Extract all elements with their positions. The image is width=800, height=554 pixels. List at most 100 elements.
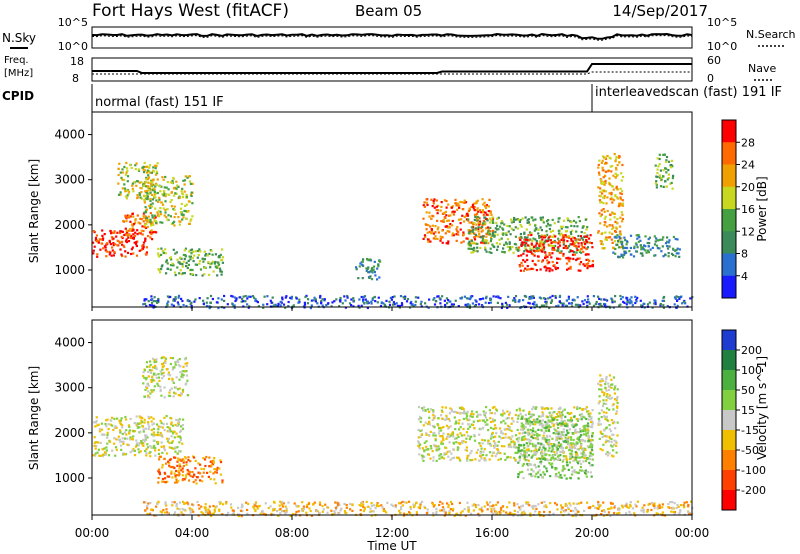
velocity-cell — [616, 397, 619, 400]
velocity-cell — [521, 470, 524, 473]
power-cell — [640, 245, 643, 249]
velocity-cell — [180, 469, 183, 472]
power-cell — [147, 215, 150, 218]
power-cell — [158, 196, 161, 199]
power-cell — [541, 216, 544, 219]
power-cell — [554, 296, 557, 299]
velocity-cell — [534, 430, 537, 433]
velocity-cell — [167, 437, 170, 440]
velocity-cell — [530, 413, 533, 416]
velocity-cell — [287, 501, 290, 504]
power-cell — [285, 295, 288, 298]
velocity-cell — [111, 449, 114, 452]
velocity-cell — [433, 431, 436, 435]
power-cell — [545, 302, 548, 305]
power-cell — [182, 253, 185, 257]
velocity-cell — [186, 472, 189, 475]
velocity-cell — [175, 432, 178, 435]
power-cell — [93, 245, 96, 248]
velocity-cell — [537, 428, 540, 431]
power-cell — [618, 225, 622, 228]
power-cell — [587, 253, 590, 256]
power-cell — [491, 217, 495, 220]
velocity-cell — [491, 418, 494, 421]
power-cell — [121, 240, 124, 243]
velocity-cell — [187, 479, 191, 482]
power-cell — [101, 234, 104, 237]
power-cell — [116, 231, 119, 234]
velocity-cell — [149, 392, 152, 395]
velocity-cell — [558, 437, 561, 440]
power-cell — [186, 176, 189, 179]
velocity-cell — [147, 415, 150, 418]
power-cell — [505, 231, 508, 235]
power-cell — [578, 220, 581, 223]
velocity-cell — [401, 504, 404, 507]
velocity-cell — [179, 425, 183, 428]
velocity-cell — [531, 474, 534, 477]
velocity-cell — [513, 445, 517, 448]
power-cell — [521, 243, 524, 246]
velocity-cell — [175, 474, 179, 477]
power-cell — [534, 228, 537, 231]
velocity-cell — [143, 395, 146, 398]
power-cell — [558, 300, 561, 303]
velocity-cell — [174, 423, 177, 427]
velocity-cell — [419, 443, 422, 446]
velocity-cell — [123, 431, 126, 434]
velocity-cell — [282, 502, 285, 505]
power-cell — [211, 253, 214, 256]
velocity-cell — [182, 461, 185, 464]
power-cell — [662, 185, 665, 188]
velocity-cell — [566, 425, 569, 428]
velocity-cell — [571, 455, 574, 458]
power-cell — [548, 224, 551, 227]
velocity-cell — [144, 501, 147, 504]
power-cell — [178, 223, 181, 226]
power-cell — [562, 302, 565, 305]
power-cell — [611, 227, 614, 231]
velocity-cell — [267, 506, 270, 510]
velocity-cell — [563, 408, 566, 411]
power-cell — [541, 238, 544, 241]
power-cell — [558, 240, 561, 243]
velocity-cell — [634, 503, 637, 506]
power-cell — [610, 238, 613, 241]
power-cell — [448, 214, 451, 217]
velocity-cell — [163, 457, 166, 460]
velocity-cell — [538, 423, 541, 426]
velocity-cell — [137, 444, 140, 447]
velocity-cell — [480, 447, 483, 450]
velocity-cell — [469, 415, 472, 418]
power-cell — [639, 299, 642, 302]
power-cell — [639, 244, 642, 247]
power-cell — [599, 201, 602, 204]
power-cell — [488, 251, 491, 254]
power-cell — [177, 261, 180, 264]
power-cell — [512, 251, 515, 254]
velocity-cell — [285, 507, 288, 510]
power-cell — [163, 186, 166, 189]
power-cell — [674, 255, 677, 258]
power-cell — [661, 299, 664, 302]
power-cell — [146, 171, 149, 174]
power-cell — [600, 298, 603, 301]
power-cell — [598, 159, 601, 162]
power-cell — [470, 205, 473, 208]
power-cell — [572, 298, 575, 301]
velocity-cell — [418, 507, 421, 510]
power-cell — [514, 243, 518, 246]
velocity-cell — [608, 428, 611, 431]
power-cell — [366, 300, 369, 303]
power-cell — [655, 237, 658, 240]
power-cell — [164, 248, 167, 251]
velocity-cell — [182, 365, 185, 368]
power-cell — [441, 236, 444, 239]
velocity-cell — [527, 501, 530, 504]
velocity-cell — [145, 434, 148, 437]
velocity-cell — [602, 411, 605, 414]
velocity-echo-region — [417, 405, 594, 463]
velocity-cell — [149, 360, 152, 363]
velocity-cell — [160, 422, 163, 425]
velocity-cell — [181, 427, 185, 430]
